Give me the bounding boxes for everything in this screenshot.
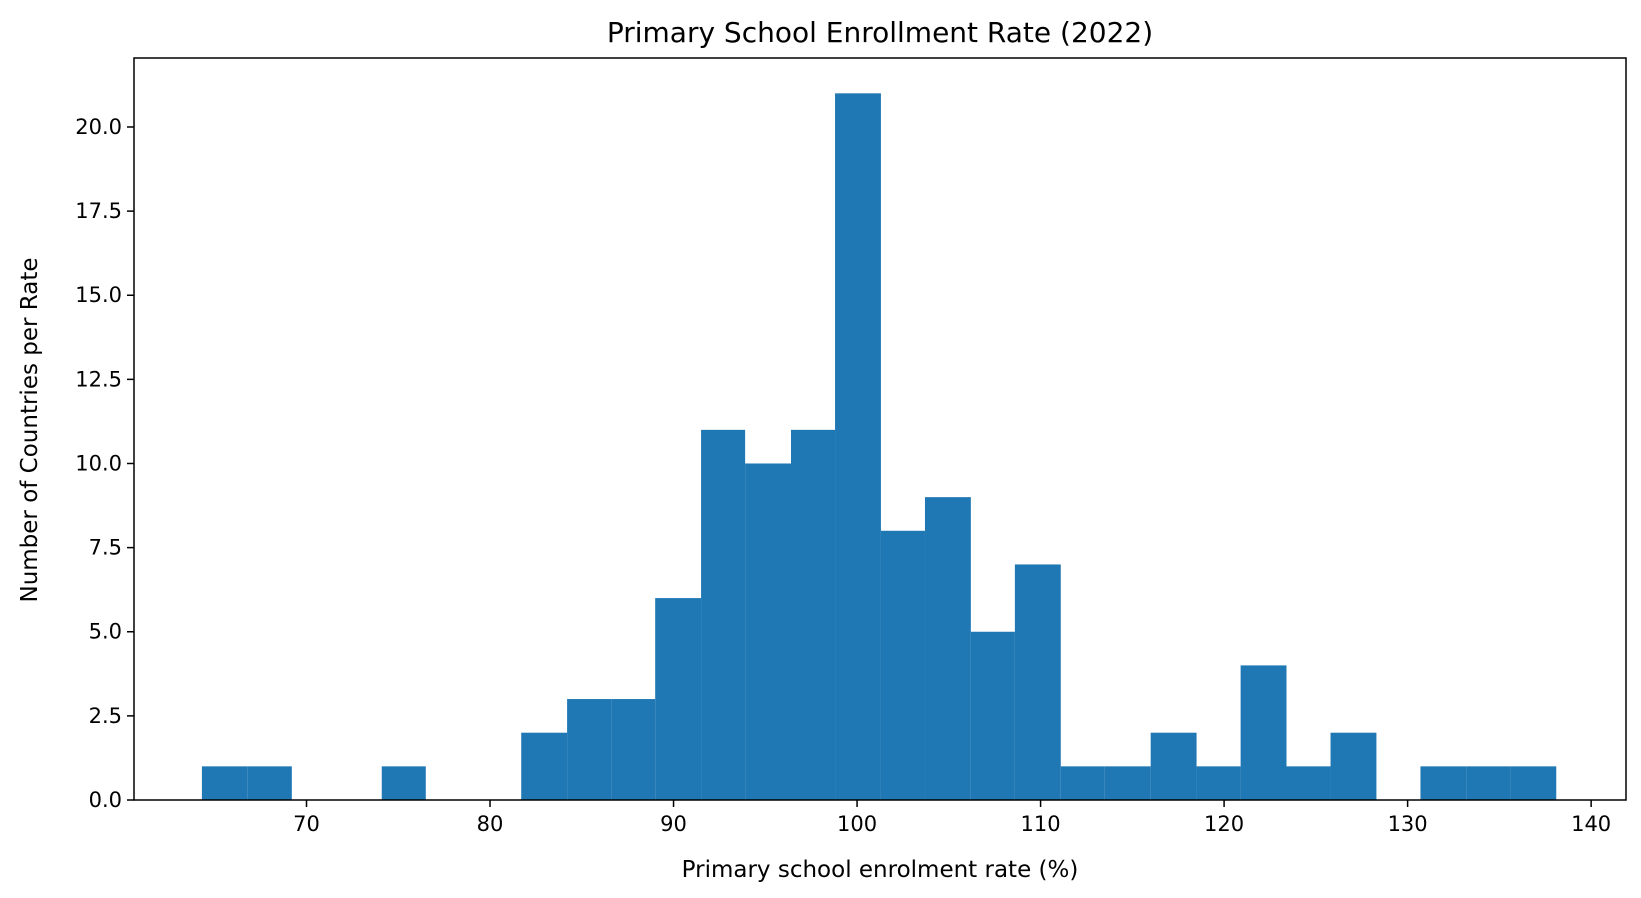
chart-title: Primary School Enrollment Rate (2022) xyxy=(607,16,1153,49)
x-axis-ticks: 70 80 90 100 110 120 130 140 xyxy=(293,800,1611,836)
y-tick-label: 7.5 xyxy=(89,536,122,560)
y-axis-ticks: 0.0 2.5 5.0 7.5 10.0 12.5 15.0 17.5 20.0 xyxy=(75,115,134,812)
x-tick-label: 120 xyxy=(1204,812,1244,836)
y-tick-label: 20.0 xyxy=(75,115,122,139)
x-tick-label: 70 xyxy=(293,812,320,836)
histogram-bar xyxy=(1014,564,1061,800)
y-tick-label: 15.0 xyxy=(75,283,122,307)
histogram-bar xyxy=(790,429,836,800)
histogram-bar xyxy=(1240,665,1287,800)
histogram-bar xyxy=(1510,766,1557,800)
histogram-bar xyxy=(567,699,612,800)
x-tick-label: 90 xyxy=(660,812,687,836)
histogram-bar xyxy=(1420,766,1467,800)
y-tick-label: 17.5 xyxy=(75,199,122,223)
y-tick-label: 0.0 xyxy=(89,788,122,812)
histogram-bar xyxy=(247,766,292,800)
x-tick-label: 80 xyxy=(477,812,504,836)
y-tick-label: 12.5 xyxy=(75,367,122,391)
histogram-bar xyxy=(1150,732,1197,800)
bars-group xyxy=(201,93,1557,801)
histogram-bar xyxy=(611,699,656,800)
x-tick-label: 130 xyxy=(1388,812,1428,836)
plot-frame xyxy=(133,57,1627,801)
y-tick-label: 2.5 xyxy=(89,704,122,728)
histogram-bar xyxy=(745,463,791,800)
histogram-bar xyxy=(970,631,1015,800)
x-tick-label: 140 xyxy=(1571,812,1611,836)
histogram-bar xyxy=(1104,766,1151,800)
histogram-bar xyxy=(835,93,881,801)
y-tick-label: 5.0 xyxy=(89,620,122,644)
histogram-bar xyxy=(924,497,971,800)
histogram-bar xyxy=(201,766,248,800)
histogram-bar xyxy=(655,598,702,800)
histogram-bar xyxy=(701,429,746,800)
x-tick-label: 110 xyxy=(1021,812,1061,836)
x-tick-label: 100 xyxy=(837,812,877,836)
histogram-bar xyxy=(521,732,568,800)
histogram-bar xyxy=(1286,766,1331,800)
y-tick-label: 10.0 xyxy=(75,451,122,475)
histogram-bar xyxy=(1196,766,1241,800)
histogram-bar xyxy=(1466,766,1511,800)
histogram-bar xyxy=(880,530,925,800)
histogram-bar xyxy=(381,766,426,800)
y-axis-label: Number of Countries per Rate xyxy=(17,257,43,602)
histogram-bar xyxy=(1060,766,1105,800)
histogram-bar xyxy=(1330,732,1377,800)
x-axis-label: Primary school enrolment rate (%) xyxy=(682,857,1079,883)
